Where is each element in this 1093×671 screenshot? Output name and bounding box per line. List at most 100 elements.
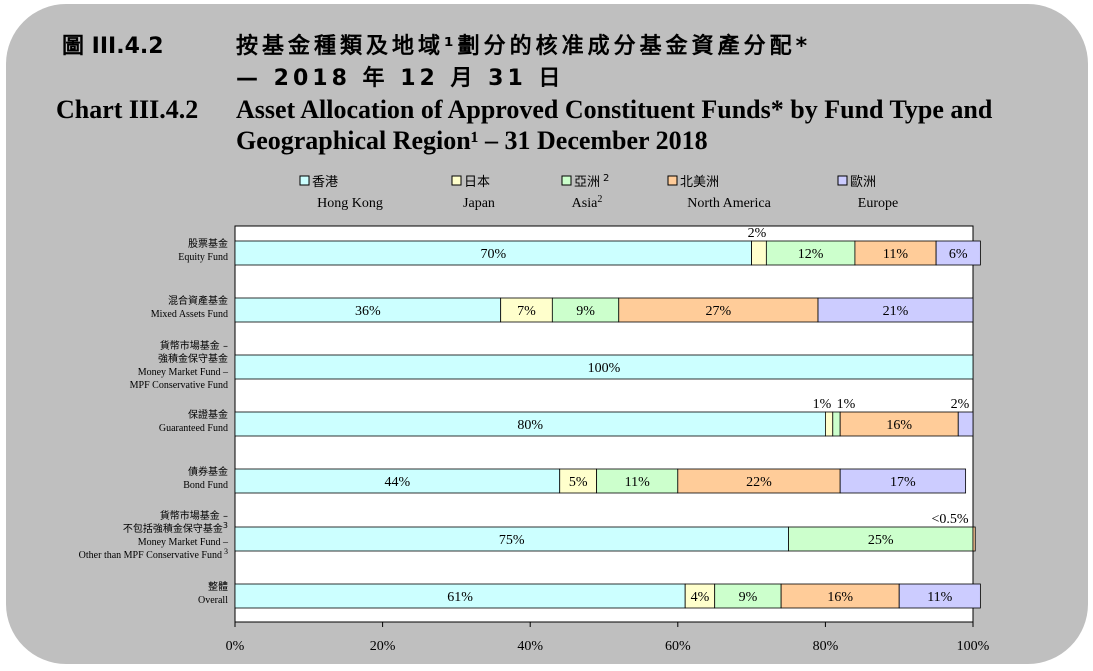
bar-segment xyxy=(765,240,856,266)
data-label: 80% xyxy=(517,418,543,433)
data-label: 11% xyxy=(927,590,952,605)
bar-segment xyxy=(817,297,974,323)
legend-label-zh: 亞洲 2 xyxy=(574,173,609,190)
bar-segment xyxy=(500,297,553,323)
category-label-zh: 保證基金 xyxy=(188,408,228,421)
data-label-outside: 2% xyxy=(951,397,970,412)
legend-label-zh: 北美洲 xyxy=(680,175,719,190)
bar-segment xyxy=(714,583,782,609)
legend-swatch xyxy=(561,175,572,186)
figure-label-zh: 圖 III.4.2 xyxy=(62,34,164,59)
data-label: 4% xyxy=(691,590,710,605)
bar-segment xyxy=(751,240,767,266)
legend-label-en: Europe xyxy=(858,196,898,211)
legend-label-en: Asia2 xyxy=(572,194,603,211)
category-label-en: Money Market Fund – xyxy=(138,537,229,548)
bar-segment xyxy=(780,583,900,609)
data-label-outside: 2% xyxy=(748,226,767,241)
legend-label-zh: 日本 xyxy=(464,175,490,190)
bar-segment xyxy=(825,411,834,437)
legend-label-en: Japan xyxy=(463,196,495,211)
category-label-en: MPF Conservative Fund xyxy=(130,380,228,391)
bar-segment xyxy=(677,468,841,494)
legend-swatch xyxy=(299,175,310,186)
category-label-zh: 整體 xyxy=(208,580,228,593)
bar-segment xyxy=(935,240,981,266)
legend-swatch xyxy=(667,175,678,186)
data-label: 11% xyxy=(883,247,908,262)
data-label: 36% xyxy=(355,304,381,319)
category-label-zh: 混合資產基金 xyxy=(168,294,228,307)
bar-segment xyxy=(234,411,826,437)
data-label: 25% xyxy=(868,533,894,548)
category-label-zh: 貨幣市場基金 – xyxy=(160,339,228,352)
category-label-en: Bond Fund xyxy=(183,480,228,491)
bar-segment xyxy=(234,468,561,494)
data-label: 12% xyxy=(798,247,824,262)
bar-segment xyxy=(234,354,974,380)
bar-segment xyxy=(618,297,819,323)
figure-label-en: Chart III.4.2 xyxy=(56,95,199,124)
legend-swatch xyxy=(451,175,462,186)
x-tick-label: 80% xyxy=(813,639,839,654)
category-label-en: Other than MPF Conservative Fund 3 xyxy=(79,547,228,561)
legend-label-zh: 香港 xyxy=(312,175,338,190)
category-label-zh: 股票基金 xyxy=(188,237,228,250)
bar-segment xyxy=(898,583,981,609)
data-label: 5% xyxy=(569,475,588,490)
data-label-outside: 1% xyxy=(813,397,832,412)
category-label-en: Money Market Fund – xyxy=(138,367,229,378)
bar-segment xyxy=(839,411,959,437)
data-label: 11% xyxy=(625,475,650,490)
category-label-zh: 不包括強積金保守基金3 xyxy=(123,521,228,535)
data-label: 9% xyxy=(576,304,595,319)
legend-label-en: Hong Kong xyxy=(317,196,383,211)
data-label-outside: <0.5% xyxy=(931,512,968,527)
x-tick-label: 40% xyxy=(517,639,543,654)
data-label: 6% xyxy=(949,247,968,262)
figure-title-en-line1: Asset Allocation of Approved Constituent… xyxy=(236,95,993,124)
data-label: 75% xyxy=(499,533,525,548)
data-label: 16% xyxy=(886,418,912,433)
x-tick-label: 0% xyxy=(226,639,245,654)
bar-segment xyxy=(839,468,967,494)
bar-segment xyxy=(234,583,686,609)
category-label-zh: 債券基金 xyxy=(188,465,228,478)
x-tick-label: 100% xyxy=(957,639,990,654)
bar-segment xyxy=(788,526,974,552)
data-label: 70% xyxy=(480,247,506,262)
data-label: 27% xyxy=(706,304,732,319)
data-label: 7% xyxy=(517,304,536,319)
bar-segment xyxy=(957,411,974,437)
data-label: 16% xyxy=(827,590,853,605)
data-label: 17% xyxy=(890,475,916,490)
category-label-en: Guaranteed Fund xyxy=(159,423,228,434)
bar-segment xyxy=(972,526,976,552)
data-label: 100% xyxy=(588,361,621,376)
category-label-zh: 貨幣市場基金 – xyxy=(160,509,228,522)
category-label-en: Equity Fund xyxy=(178,252,228,263)
x-tick-label: 20% xyxy=(370,639,396,654)
category-label-en: Overall xyxy=(198,595,228,606)
legend-swatch xyxy=(837,175,848,186)
figure-title-en-line2: Geographical Region¹ – 31 December 2018 xyxy=(236,126,708,155)
bar-segment xyxy=(559,468,598,494)
bar-segment xyxy=(234,526,789,552)
bar-segment xyxy=(854,240,937,266)
bar-segment xyxy=(551,297,620,323)
figure-title-zh-line1: 按基金種類及地域¹劃分的核准成分基金資產分配* xyxy=(236,34,812,59)
x-tick-label: 60% xyxy=(665,639,691,654)
data-label-outside: 1% xyxy=(837,397,856,412)
legend-label-zh: 歐洲 xyxy=(850,175,876,190)
bar-segment xyxy=(684,583,716,609)
data-label: 61% xyxy=(447,590,473,605)
figure-title-zh-line2: — 2018 年 12 月 31 日 xyxy=(236,66,565,91)
legend-label-en: North America xyxy=(687,196,771,211)
category-label-zh: 強積金保守基金 xyxy=(158,352,228,365)
data-label: 9% xyxy=(739,590,758,605)
bar-segment xyxy=(832,411,841,437)
data-label: 22% xyxy=(746,475,772,490)
category-label-en: Mixed Assets Fund xyxy=(151,309,228,320)
data-label: 44% xyxy=(385,475,411,490)
